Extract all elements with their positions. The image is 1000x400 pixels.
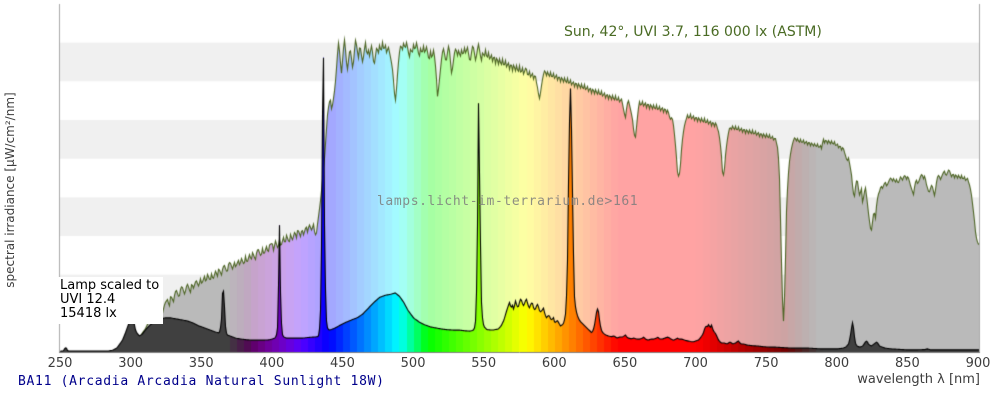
x-tick-label: 450 [330,356,355,371]
y-axis-label: spectral irradiance [µW/cm²/nm] [3,92,17,288]
x-tick-label: 550 [471,356,497,371]
x-tick-label: 900 [965,356,991,371]
lamp-scale-line-1: Lamp scaled to [60,278,160,293]
x-tick-label: 400 [259,356,285,371]
sun-reference-annotation: Sun, 42°, UVI 3.7, 116 000 lx (ASTM) [564,24,822,40]
x-tick-label: 500 [400,356,426,371]
x-tick-label: 850 [894,356,920,371]
watermark: lamps.licht-im-terrarium.de>161 [377,194,639,209]
x-tick-label: 300 [118,356,144,371]
x-tick-label: 800 [824,356,850,371]
lamp-scale-line-3: 15418 lx [60,306,117,321]
x-tick-label: 700 [683,356,708,371]
x-tick-label: 750 [753,356,779,371]
x-tick-label: 650 [612,356,638,371]
lamp-scale-label: Lamp scaled to UVI 12.4 15418 lx [57,277,164,324]
lamp-title: BA11 (Arcadia Arcadia Natural Sunlight 1… [18,374,385,389]
x-axis-label: wavelength λ [nm] [857,372,980,387]
x-tick-label: 600 [541,356,567,371]
x-tick-label: 350 [188,356,214,371]
lamp-scale-line-2: UVI 12.4 [60,292,116,307]
x-tick-label: 250 [47,356,73,371]
